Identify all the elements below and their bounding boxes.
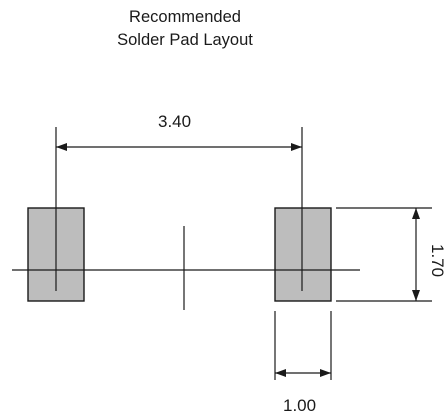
width-arrow-left [275, 369, 286, 377]
diagram-title-line-2: Solder Pad Layout [117, 31, 253, 49]
right-solder-pad [274, 207, 332, 302]
height-dimension-label: 1.70 [428, 244, 446, 278]
pitch-arrow-left [56, 143, 67, 151]
pitch-arrow-right [291, 143, 302, 151]
height-arrow-bottom [412, 290, 420, 301]
width-dimension-label: 1.00 [283, 396, 317, 415]
height-arrow-top [412, 208, 420, 219]
pitch-dimension-label: 3.40 [158, 112, 192, 131]
diagram-title-line-1: Recommended [129, 8, 241, 26]
width-arrow-right [320, 369, 331, 377]
